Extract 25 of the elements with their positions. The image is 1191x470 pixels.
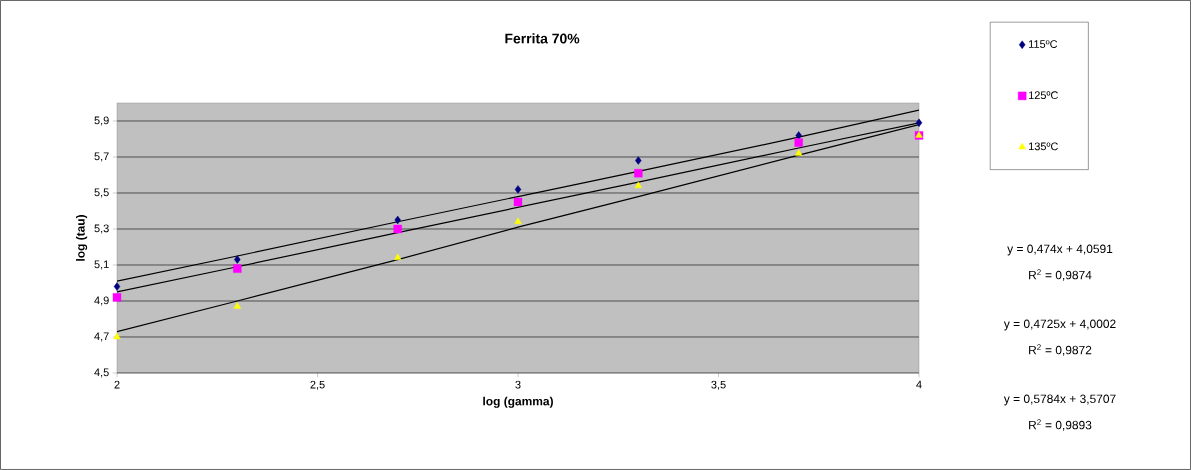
- text: y = 0,474x + 4,0591: [1007, 244, 1113, 256]
- x-tick-label: 3: [515, 380, 521, 389]
- text: y = 0,4725x + 4,0002: [1003, 319, 1116, 331]
- text: R$^{2}$ = 0,9872: [1029, 344, 1092, 356]
- y-tick-label: 5,7: [94, 152, 109, 162]
- chart-title: Ferrita 70%: [505, 33, 580, 44]
- text: y = 0,5784x + 3,5707: [1003, 394, 1116, 406]
- legend-label: 125ºC: [1029, 91, 1058, 100]
- x-axis-title: log (gamma): [483, 396, 553, 408]
- y-tick-label: 4,9: [94, 296, 109, 306]
- y-tick-label: 5,9: [94, 116, 109, 126]
- legend-label: 135ºC: [1029, 142, 1058, 151]
- x-tick-label: 2: [114, 380, 120, 389]
- y-tick-label: 5,5: [94, 188, 109, 198]
- legend-label: 115ºC: [1029, 40, 1058, 48]
- x-tick-label: 4: [916, 380, 922, 389]
- y-axis-title: log (tau): [75, 215, 88, 261]
- text: R$^{2}$ = 0,9874: [1029, 269, 1092, 281]
- y-tick-label: 4,5: [94, 368, 109, 378]
- y-tick-label: 5,3: [94, 224, 109, 234]
- y-tick-label: 5,1: [94, 260, 109, 270]
- text: R$^{2}$ = 0,9893: [1029, 419, 1092, 431]
- y-tick-label: 4,7: [94, 332, 109, 342]
- x-tick-label: 3,5: [711, 380, 726, 390]
- x-tick-label: 2,5: [310, 380, 325, 390]
